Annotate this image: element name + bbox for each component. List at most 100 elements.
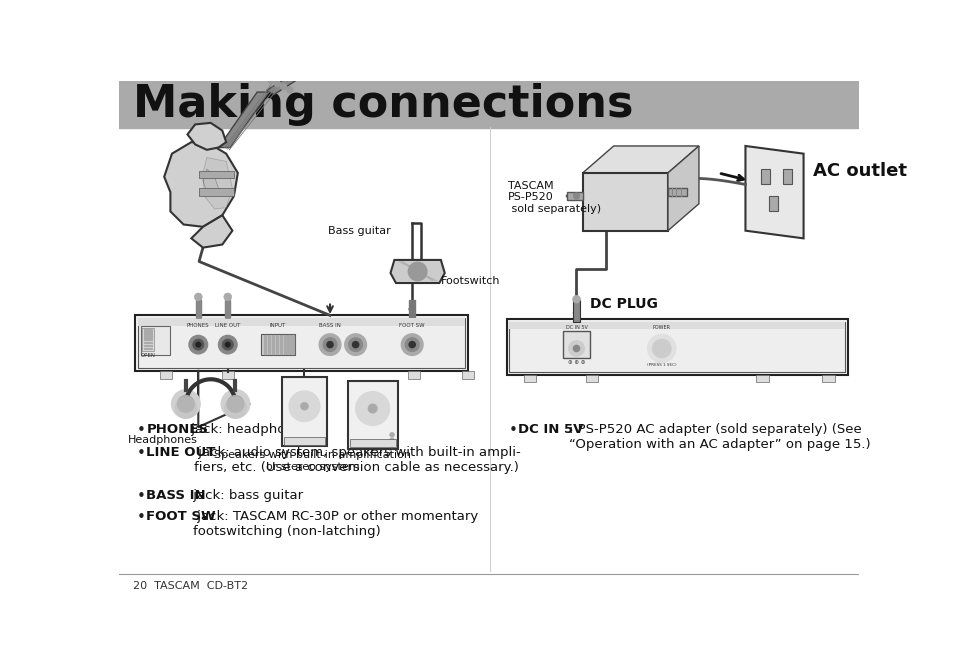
Bar [509,321,844,372]
Bar [287,336,290,354]
Bar [134,315,468,371]
Polygon shape [203,158,233,209]
Bar [261,334,294,356]
Bar [137,319,464,368]
Text: TASCAM
PS-P520
 sold separately): TASCAM PS-P520 sold separately) [508,180,600,214]
Circle shape [224,293,232,301]
Text: AC outlet: AC outlet [812,162,906,180]
Bar [149,345,150,346]
Polygon shape [218,92,269,148]
Bar [768,196,778,211]
Bar [151,338,152,340]
Circle shape [274,81,280,87]
Bar [149,338,150,340]
Circle shape [225,342,230,347]
Text: jack: headphones: jack: headphones [187,423,309,436]
Bar [151,329,152,331]
Text: LINE OUT: LINE OUT [214,323,240,327]
Bar [506,319,847,374]
Bar [573,300,579,321]
Bar [781,169,791,185]
Circle shape [280,84,286,90]
Bar [272,336,274,354]
Bar [146,345,148,346]
Bar [283,336,286,354]
Bar [151,348,152,349]
Bar [585,374,598,382]
Text: BASS IN: BASS IN [318,323,340,327]
Bar [509,321,844,329]
Bar [151,332,152,334]
Circle shape [368,404,377,413]
Circle shape [300,403,308,410]
Text: INPUT: INPUT [270,323,286,327]
Bar [461,371,474,378]
Bar [282,377,327,446]
Bar [142,327,154,351]
Circle shape [568,341,583,356]
Text: Speakers with built-in amplification
or stereo system: Speakers with built-in amplification or … [214,450,411,472]
Polygon shape [390,260,444,283]
Circle shape [323,338,336,352]
Bar [275,336,278,354]
Bar [284,437,324,445]
Circle shape [222,340,233,350]
Text: •: • [136,446,145,461]
Circle shape [405,338,418,352]
Text: : PS-P520 AC adapter (sold separately) (See
“Operation with an AC adapter” on pa: : PS-P520 AC adapter (sold separately) (… [568,423,869,451]
Circle shape [573,193,579,199]
Text: ⊕ ⊕ ⊕: ⊕ ⊕ ⊕ [567,360,584,365]
Bar [144,329,145,331]
Bar [144,332,145,334]
Text: BASS IN: BASS IN [146,488,206,502]
Circle shape [268,77,274,84]
Text: FOOT SW: FOOT SW [146,510,215,523]
Bar [151,345,152,346]
Bar [195,300,200,317]
Circle shape [189,336,208,354]
Bar [149,348,150,349]
Text: jack: audio system, speakers with built-in ampli-
fiers, etc. (Use a conversion : jack: audio system, speakers with built-… [194,446,520,474]
Text: PHONES: PHONES [146,423,208,436]
Text: LINE OUT: LINE OUT [146,446,215,459]
Circle shape [647,335,675,362]
Bar [225,299,230,317]
Bar [348,381,397,449]
Text: Making connections: Making connections [133,83,633,126]
Text: Footswitch: Footswitch [440,276,500,286]
Circle shape [227,395,244,413]
Circle shape [193,340,204,350]
Bar [562,331,590,358]
Polygon shape [667,146,699,231]
Bar [279,336,282,354]
Polygon shape [187,123,226,150]
Text: DC PLUG: DC PLUG [590,297,658,311]
Bar [146,336,148,337]
Circle shape [390,432,394,437]
Bar [291,336,294,354]
Text: 20  TASCAM  CD-BT2: 20 TASCAM CD-BT2 [133,581,248,591]
Polygon shape [744,146,802,238]
Circle shape [390,437,394,442]
Circle shape [353,342,358,348]
Circle shape [401,334,422,356]
Text: DC IN 5V: DC IN 5V [517,423,583,436]
Bar [119,81,858,128]
Circle shape [218,336,236,354]
Polygon shape [203,169,218,196]
Polygon shape [567,192,582,200]
Bar [149,342,150,343]
Circle shape [327,342,333,348]
Bar [409,300,415,317]
Text: DC IN 5V: DC IN 5V [565,325,587,330]
Text: Bass guitar: Bass guitar [328,225,391,236]
Circle shape [348,338,362,352]
Circle shape [286,87,293,93]
Bar [221,371,233,378]
Bar [137,319,464,326]
Text: POWER: POWER [652,325,670,330]
Circle shape [355,392,390,425]
Polygon shape [192,215,233,248]
Text: PHONES: PHONES [187,323,210,327]
Circle shape [221,390,249,418]
